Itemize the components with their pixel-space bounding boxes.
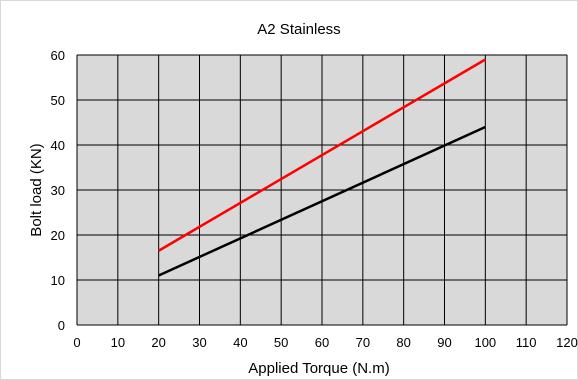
x-tick-label: 70 [356,335,370,350]
gridlines [76,54,568,326]
x-tick-label: 90 [437,335,451,350]
y-tick-label: 20 [51,228,65,243]
y-axis-label: Bolt load (KN) [28,143,45,236]
y-tick-label: 30 [51,183,65,198]
x-tick-label: 120 [556,335,578,350]
x-tick-label: 10 [111,335,125,350]
x-tick-label: 40 [233,335,247,350]
x-tick-label: 0 [73,335,80,350]
y-tick-label: 40 [51,138,65,153]
x-tick-label: 100 [474,335,496,350]
x-tick-label: 110 [516,335,537,350]
chart-title: A2 Stainless [257,21,340,38]
y-tick-label: 10 [51,273,65,288]
x-tick-label: 30 [192,335,206,350]
y-tick-label: 0 [58,318,65,333]
series-line-1 [158,58,486,252]
x-tick-label: 20 [151,335,165,350]
x-tick-labels: 0 10 20 30 40 50 60 70 80 90 100 110 120 [73,335,577,350]
y-tick-label: 50 [51,93,65,108]
series-line-2 [158,125,486,277]
x-tick-label: 80 [396,335,410,350]
x-tick-label: 50 [274,335,288,350]
x-tick-label: 60 [315,335,329,350]
y-tick-labels: 0 10 20 30 40 50 60 [51,48,65,333]
series-lines [158,58,486,277]
y-tick-label: 60 [51,48,65,63]
x-axis-label: Applied Torque (N.m) [248,360,389,377]
